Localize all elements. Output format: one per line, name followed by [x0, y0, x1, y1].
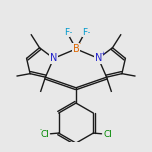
Text: B: B: [73, 44, 79, 54]
Text: F: F: [64, 28, 70, 37]
Text: .: .: [69, 23, 73, 36]
Text: .: .: [87, 23, 91, 36]
Text: Cl: Cl: [40, 130, 49, 139]
Text: N: N: [50, 53, 57, 63]
Text: F: F: [82, 28, 88, 37]
Text: N: N: [95, 53, 102, 63]
Text: Cl: Cl: [103, 130, 112, 139]
Text: +: +: [100, 51, 105, 56]
Text: -: -: [39, 128, 41, 133]
Text: -: -: [79, 42, 81, 47]
